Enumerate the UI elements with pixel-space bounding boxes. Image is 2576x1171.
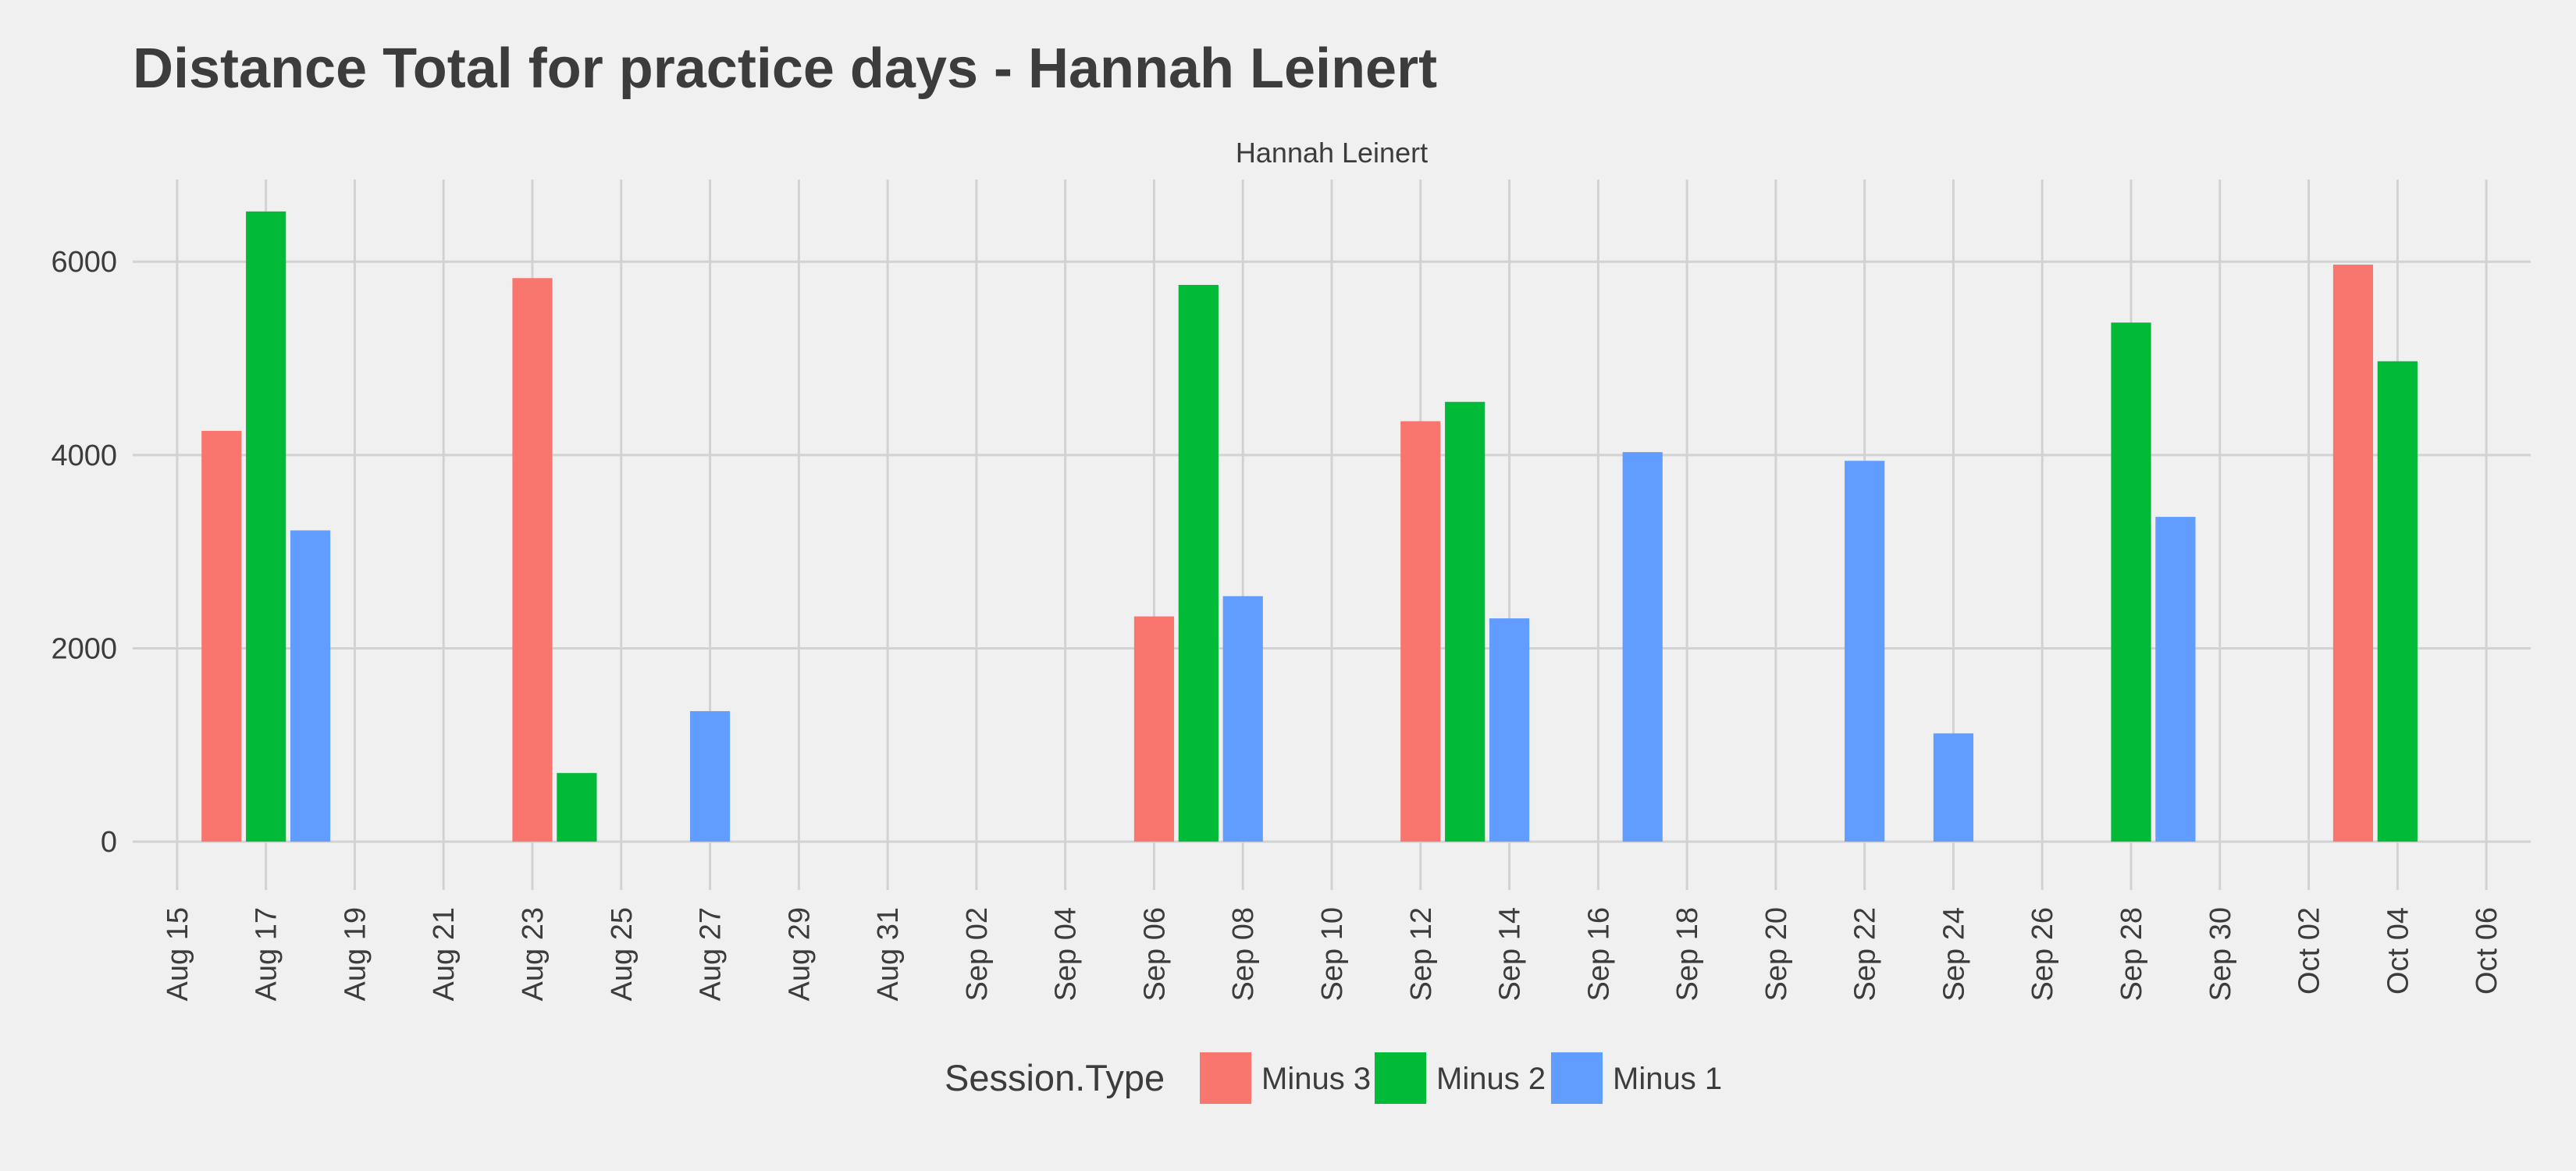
legend: Session.Type Minus 3 Minus 2 Minus 1 — [945, 1052, 1722, 1104]
x-tick-label: Aug 23 — [517, 907, 550, 1001]
x-tick-label: Sep 22 — [1849, 907, 1882, 1001]
bar-minus-2 — [2111, 322, 2151, 842]
x-tick-label: Sep 10 — [1316, 907, 1349, 1001]
x-tick-label: Sep 28 — [2115, 907, 2148, 1001]
x-tick-label: Sep 14 — [1494, 907, 1527, 1001]
x-tick-label: Oct 02 — [2293, 907, 2326, 995]
bar-minus-1 — [1933, 733, 1974, 842]
x-tick-label: Sep 08 — [1227, 907, 1260, 1001]
bar-minus-1 — [1489, 618, 1530, 842]
legend-label: Minus 3 — [1261, 1062, 1371, 1096]
bar-minus-1 — [290, 530, 331, 842]
y-tick-label: 6000 — [51, 246, 117, 279]
legend-items: Minus 3 Minus 2 Minus 1 — [1200, 1052, 1722, 1104]
x-tick-label: Sep 12 — [1405, 907, 1438, 1001]
y-tick-label: 2000 — [51, 632, 117, 665]
legend-label: Minus 2 — [1436, 1062, 1546, 1096]
bar-minus-3 — [1133, 616, 1175, 842]
legend-swatch — [1200, 1052, 1251, 1104]
x-tick-label: Aug 17 — [251, 907, 283, 1001]
y-tick-label: 4000 — [51, 440, 117, 472]
x-tick-label: Sep 20 — [1760, 907, 1793, 1001]
facet-strip-label: Hannah Leinert — [1236, 137, 1428, 169]
bar-minus-3 — [512, 278, 553, 842]
x-tick-label: Sep 26 — [2026, 907, 2059, 1001]
bar-minus-1 — [1845, 461, 1885, 842]
x-tick-label: Aug 19 — [339, 907, 372, 1001]
x-tick-label: Aug 21 — [428, 907, 461, 1001]
x-tick-label: Sep 06 — [1138, 907, 1171, 1001]
bar-minus-1 — [1622, 452, 1663, 842]
legend-label: Minus 1 — [1613, 1062, 1722, 1096]
bar-minus-1 — [1222, 596, 1263, 842]
bar-minus-2 — [557, 773, 597, 842]
bar-minus-3 — [2332, 264, 2374, 842]
x-tick-label: Sep 02 — [961, 907, 994, 1001]
x-tick-label: Oct 04 — [2382, 907, 2414, 995]
legend-title: Session.Type — [945, 1057, 1165, 1098]
x-tick-label: Sep 04 — [1050, 907, 1083, 1001]
x-axis: Aug 15 Aug 17 Aug 19 Aug 21 Aug 23 Aug 25 Aug … — [162, 907, 2503, 1001]
x-tick-label: Aug 31 — [872, 907, 905, 1001]
x-tick-label: Sep 18 — [1671, 907, 1704, 1001]
x-tick-label: Aug 27 — [695, 907, 728, 1001]
chart-title: Distance Total for practice days - Hanna… — [133, 37, 1437, 100]
bar-minus-2 — [1445, 401, 1485, 842]
x-tick-label: Oct 06 — [2471, 907, 2503, 995]
bar-minus-1 — [2155, 517, 2196, 842]
legend-swatch — [1551, 1052, 1603, 1104]
bar-minus-2 — [2377, 361, 2418, 842]
x-tick-label: Aug 29 — [783, 907, 816, 1001]
bar-minus-1 — [689, 710, 731, 842]
bars — [201, 211, 2418, 842]
x-tick-label: Sep 16 — [1582, 907, 1615, 1001]
y-tick-label: 0 — [101, 826, 117, 859]
legend-swatch — [1375, 1052, 1426, 1104]
bar-minus-3 — [1400, 421, 1441, 842]
x-tick-label: Sep 30 — [2204, 907, 2237, 1001]
x-tick-label: Aug 25 — [606, 907, 639, 1001]
y-axis: 0 2000 4000 6000 — [51, 246, 117, 859]
x-tick-label: Aug 15 — [162, 907, 194, 1001]
bar-minus-2 — [246, 211, 286, 842]
bar-minus-3 — [201, 430, 242, 842]
x-tick-label: Sep 24 — [1937, 907, 1970, 1001]
bar-minus-2 — [1178, 284, 1219, 842]
